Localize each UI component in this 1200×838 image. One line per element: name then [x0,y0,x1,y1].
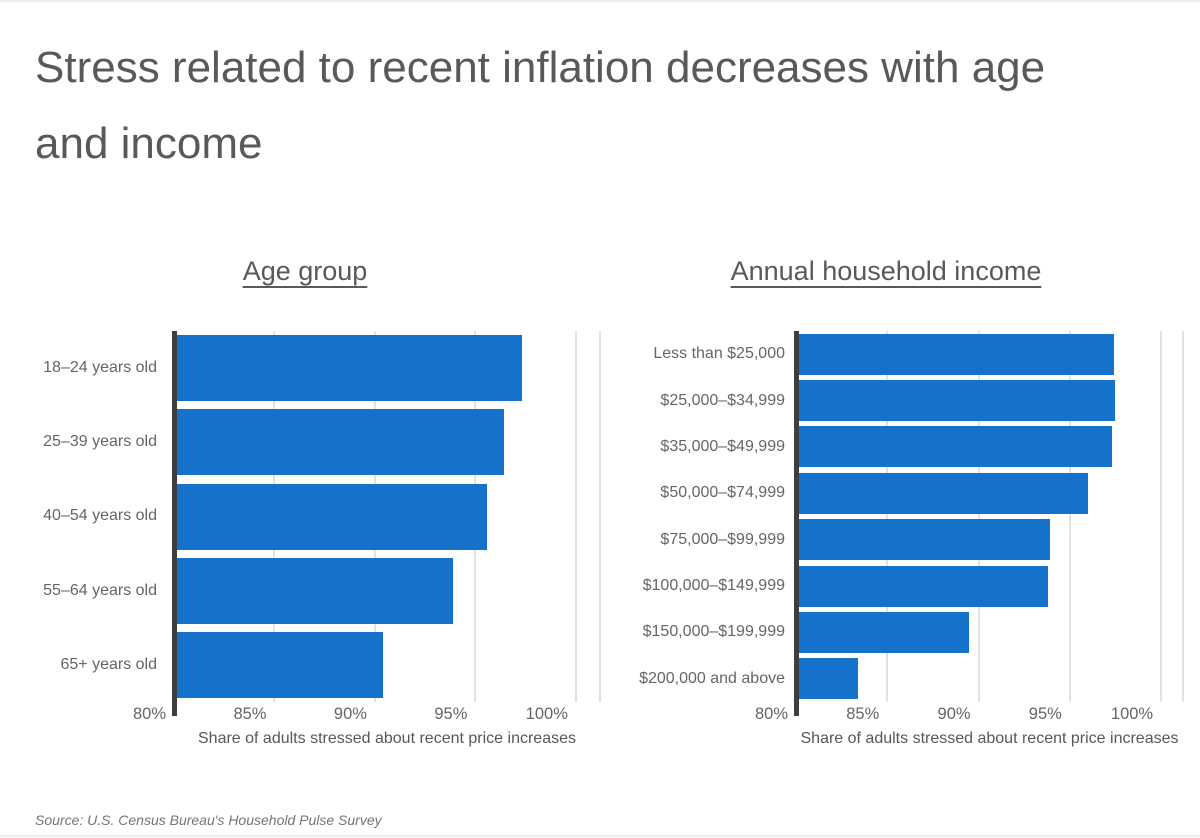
income-plot-area: Less than $25,000 $25,000–$34,999 $35,000–… [639,331,1184,723]
income-x-axis-label: Share of adults stressed about recent pr… [800,730,1179,747]
income-chart: Annual household income Less than $25,00… [620,250,1190,755]
category-label: $35,000–$49,999 [660,437,785,455]
gridline-100 [574,331,577,702]
gridline-95 [1068,331,1071,702]
x-tick-label-85: 85% [846,705,880,723]
bar--200-000-and-above [798,658,859,700]
y-axis-line [794,331,799,716]
category-label: 18–24 years old [43,359,157,377]
page-title-line1: Stress related to recent inflation decre… [35,43,1046,92]
gridline-100 [1160,331,1163,702]
age-group-chart: Age group 18–24 years old 25–39 years old… [35,250,605,755]
top-border [0,0,1200,2]
category-label: Less than $25,000 [653,345,785,363]
y-axis-line [172,331,177,716]
bar-less-than-25-000 [798,333,1114,375]
bottom-border [0,835,1200,837]
category-label: $50,000–$74,999 [660,484,785,502]
bar-40-54-years-old [176,483,488,550]
gridline-90 [977,331,980,702]
category-label: 40–54 years old [43,507,157,525]
x-tick-label-100: 100% [525,705,568,723]
bar--75-000-99-999 [798,519,1050,561]
category-label: $75,000–$99,999 [660,530,785,548]
category-label: $100,000–$149,999 [642,577,785,595]
bar--100-000-149-999 [798,565,1048,607]
source-note: Source: U.S. Census Bureau's Household P… [35,812,382,828]
age-group-chart-title: Age group [242,256,368,286]
plot-right-border [1182,331,1184,702]
x-tick-label-80: 80% [132,705,166,723]
bar--25-000-34-999 [798,380,1116,422]
x-tick-label-90: 90% [937,705,971,723]
bar--50-000-74-999 [798,472,1089,514]
x-tick-label-100: 100% [1110,705,1154,723]
x-tick-label-95: 95% [1028,705,1062,723]
category-label: $150,000–$199,999 [642,623,785,641]
x-tick-label-95: 95% [434,705,468,723]
bar--35-000-49-999 [798,426,1112,468]
x-tick-label-85: 85% [233,705,267,723]
bar-25-39-years-old [176,409,504,476]
gridline-85 [886,331,889,702]
category-label: $25,000–$34,999 [660,391,785,409]
plot-right-border [599,331,601,702]
category-label: 25–39 years old [43,433,157,451]
bar-18-24-years-old [176,335,522,402]
category-label: $200,000 and above [639,669,785,687]
category-label: 65+ years old [60,655,157,673]
income-chart-title: Annual household income [730,256,1042,286]
x-tick-label-90: 90% [333,705,367,723]
category-label: 55–64 years old [43,581,157,599]
x-tick-label-80: 80% [754,705,788,723]
page-title: Stress related to recent inflation decre… [35,30,1195,182]
bar--150-000-199-999 [798,611,970,653]
bar-65+-years-old [176,631,383,698]
age-group-plot-area: 18–24 years old 25–39 years old 40–54 year… [43,331,601,723]
age-group-x-axis-label: Share of adults stressed about recent pr… [198,730,576,747]
page-title-line2: and income [35,119,263,168]
bar-55-64-years-old [176,557,454,624]
